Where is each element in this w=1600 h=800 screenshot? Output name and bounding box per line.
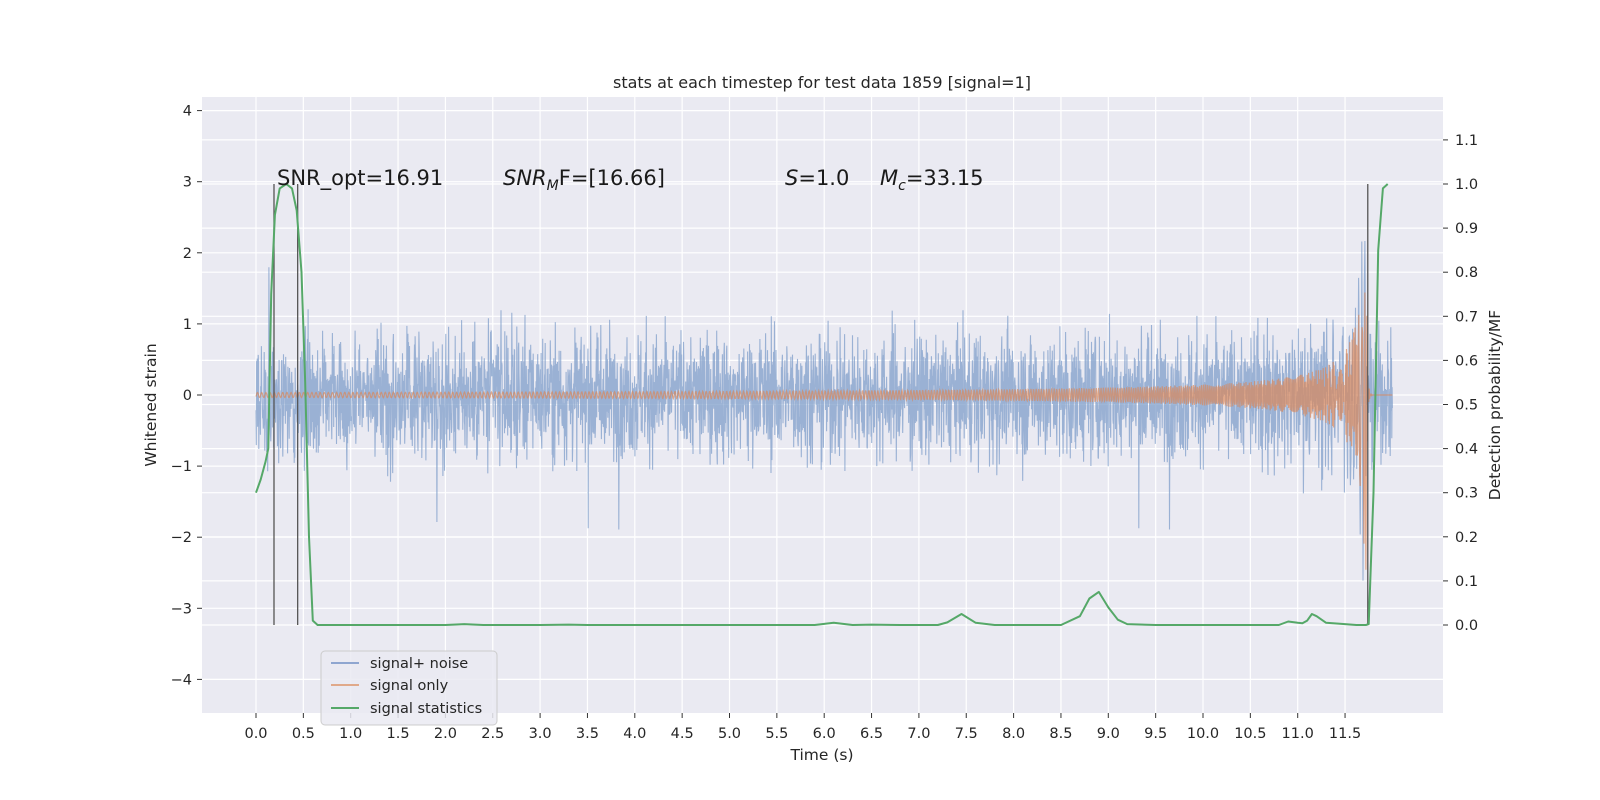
y-left-tick-label: 1: [183, 317, 192, 333]
x-tick-label: 10.5: [1234, 726, 1266, 742]
x-tick-label: 3.0: [529, 726, 552, 742]
x-tick-label: 8.5: [1049, 726, 1072, 742]
snr-mf-annotation: SNRMF=[16.66]: [503, 166, 665, 194]
y-left-tick-label: 0: [183, 388, 192, 404]
y-right-tick-label: 1.0: [1455, 177, 1478, 193]
x-tick-label: 3.5: [576, 726, 599, 742]
x-tick-label: 7.0: [907, 726, 930, 742]
y-right-tick-label: 0.0: [1455, 618, 1478, 634]
x-tick-label: 9.0: [1097, 726, 1120, 742]
y-left-tick-label: 2: [183, 246, 192, 262]
x-tick-label: 4.0: [623, 726, 646, 742]
mc-annotation: Mc=33.15: [880, 166, 984, 194]
y-right-tick-label: 0.8: [1455, 265, 1478, 281]
x-tick-label: 11.5: [1329, 726, 1361, 742]
tick-layer: 0.0 0.5 1.0 1.5 2.0 2.5 3.0 3.5 4.0 4.5 5.0 5.5 6.0 6…: [171, 104, 1478, 742]
signal-statistics-series: [255, 183, 1389, 626]
x-tick-label: 10.0: [1187, 726, 1219, 742]
y-left-tick-label: −3: [171, 601, 192, 617]
y-right-tick-label: 0.5: [1455, 398, 1478, 414]
x-tick-label: 2.0: [434, 726, 457, 742]
y-left-tick-label: 3: [183, 175, 192, 191]
y-right-tick-label: 0.2: [1455, 530, 1478, 546]
snr-opt-annotation: SNR_opt=16.91: [277, 166, 443, 191]
x-tick-label: 1.5: [387, 726, 410, 742]
signal-only-line: [255, 292, 1393, 570]
y-axis-left-label: Whitened strain: [142, 343, 160, 466]
x-tick-label: 6.0: [813, 726, 836, 742]
y-right-tick-label: 0.3: [1455, 486, 1478, 502]
legend-label-signal-noise: signal+ noise: [370, 656, 468, 672]
y-left-tick-label: 4: [183, 104, 192, 120]
vertical-markers: [273, 184, 1369, 625]
s-annotation: S=1.0: [785, 166, 849, 190]
x-tick-label: 11.0: [1282, 726, 1314, 742]
y-right-tick-label: 0.9: [1455, 221, 1478, 237]
x-tick-label: 5.0: [718, 726, 741, 742]
x-tick-label: 6.5: [860, 726, 883, 742]
legend-label-signal-statistics: signal statistics: [370, 701, 482, 717]
y-axis-right-label: Detection probability/MF: [1486, 310, 1504, 501]
x-tick-label: 1.0: [339, 726, 362, 742]
y-left-tick-label: −1: [171, 459, 192, 475]
signal-noise-series: [255, 240, 1393, 581]
chart-title: stats at each timestep for test data 185…: [613, 73, 1031, 92]
x-tick-label: 0.5: [292, 726, 315, 742]
y-right-tick-label: 0.7: [1455, 309, 1478, 325]
legend-box: [320, 650, 498, 726]
x-axis-label: Time (s): [789, 746, 853, 764]
y-right-tick-label: 1.1: [1455, 133, 1478, 149]
y-right-tick-label: 0.6: [1455, 353, 1478, 369]
y-left-tick-label: −2: [171, 530, 192, 546]
x-tick-label: 4.5: [671, 726, 694, 742]
legend: signal+ noise signal only signal statist…: [320, 650, 498, 726]
signal-statistics-line: [255, 183, 1389, 626]
legend-label-signal-only: signal only: [370, 678, 449, 694]
x-tick-label: 9.5: [1144, 726, 1167, 742]
x-tick-label: 5.5: [765, 726, 788, 742]
x-tick-label: 2.5: [481, 726, 504, 742]
x-tick-label: 8.0: [1002, 726, 1025, 742]
signal-only-series: [255, 292, 1393, 570]
x-tick-label: 0.0: [244, 726, 267, 742]
signal-noise-line: [255, 240, 1393, 581]
y-right-tick-label: 0.1: [1455, 574, 1478, 590]
x-tick-label: 7.5: [955, 726, 978, 742]
y-left-tick-label: −4: [171, 672, 192, 688]
y-right-tick-label: 0.4: [1455, 442, 1478, 458]
